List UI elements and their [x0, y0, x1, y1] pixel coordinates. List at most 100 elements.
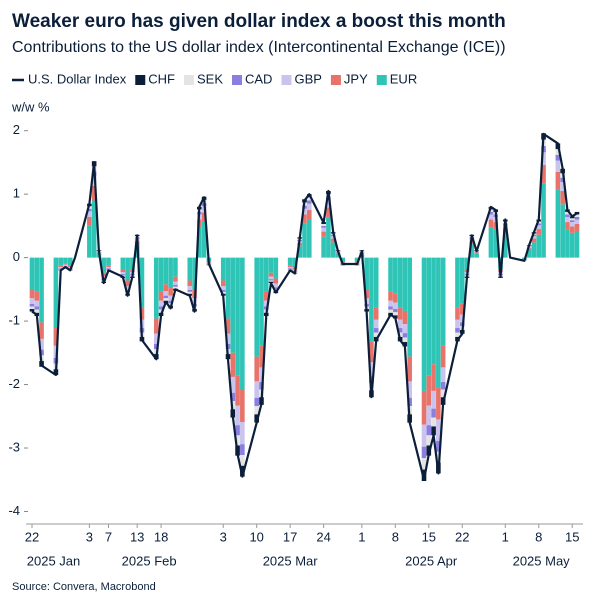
- bar-segment: [455, 328, 460, 333]
- bar-segment: [29, 306, 35, 310]
- bar-segment: [268, 257, 274, 273]
- bar-segment: [173, 281, 178, 285]
- bar-segment: [574, 230, 580, 258]
- bar-segment: [201, 212, 207, 222]
- x-tick-label: 1: [358, 529, 365, 544]
- bar-segment: [565, 214, 570, 218]
- bar-segment: [91, 185, 97, 201]
- bar-segment: [106, 267, 111, 269]
- bar-segment: [388, 309, 393, 313]
- bar-segment: [321, 225, 326, 228]
- bar-segment: [393, 302, 398, 310]
- bar-segment: [87, 208, 92, 212]
- bar-segment: [173, 276, 178, 282]
- bar-segment: [187, 286, 193, 290]
- bar-segment: [436, 441, 441, 452]
- bar-segment: [254, 406, 259, 415]
- bar-segment: [220, 291, 226, 294]
- bar-segment: [488, 209, 494, 212]
- bar-segment: [220, 286, 226, 290]
- bar-segment: [421, 390, 427, 425]
- bar-segment: [330, 236, 336, 239]
- bar-segment: [402, 333, 408, 338]
- x-tick-label: 22: [25, 529, 39, 544]
- bar-segment: [402, 337, 408, 343]
- bar-segment: [254, 381, 259, 398]
- bar-segment: [240, 421, 245, 445]
- bar-segment: [488, 227, 494, 258]
- bar-segment: [560, 190, 565, 205]
- bar-segment: [431, 364, 436, 391]
- legend-swatch: [232, 75, 242, 85]
- bar-segment: [58, 257, 63, 266]
- bar-segment: [393, 257, 398, 294]
- bar-segment: [536, 234, 542, 258]
- bar-segment: [431, 390, 436, 409]
- bar-segment: [421, 257, 427, 391]
- bar-segment: [259, 367, 264, 383]
- bar-segment: [106, 268, 111, 270]
- bar-segment: [330, 238, 336, 243]
- bar-segment: [168, 257, 173, 289]
- x-tick-label: 22: [455, 529, 469, 544]
- bar-segment: [464, 257, 470, 270]
- bar-segment: [407, 257, 412, 357]
- bar-segment: [455, 319, 460, 329]
- bar-segment: [168, 295, 173, 301]
- bar-segment: [254, 356, 259, 382]
- bar-segment: [455, 332, 460, 337]
- bar-segment: [536, 229, 542, 235]
- bar-segment: [235, 425, 240, 436]
- bar-segment: [187, 257, 193, 281]
- bar-segment: [426, 405, 432, 426]
- legend-label: CAD: [245, 71, 272, 86]
- bar-segment: [302, 214, 307, 224]
- bar-segment: [220, 257, 226, 281]
- bar-segment: [139, 307, 145, 320]
- bar-segment: [163, 291, 169, 296]
- bar-segment: [531, 242, 537, 258]
- bar-segment: [67, 265, 73, 268]
- bar-segment: [39, 257, 44, 323]
- bar-segment: [201, 221, 207, 258]
- bar-segment: [474, 252, 479, 254]
- bar-segment: [340, 257, 346, 262]
- bar-segment: [565, 222, 570, 230]
- bar-segment: [63, 257, 68, 264]
- bar-segment: [67, 257, 73, 266]
- bar-segment: [560, 177, 565, 183]
- x-tick-label: 10: [249, 529, 263, 544]
- y-axis-label: w/w %: [11, 99, 50, 114]
- bar-segment: [130, 257, 135, 270]
- bar-segment: [440, 345, 446, 368]
- bar-segment: [574, 223, 580, 231]
- bar-segment: [555, 171, 561, 190]
- bar-segment: [440, 382, 446, 390]
- x-tick-label: 18: [154, 529, 168, 544]
- bar-segment: [163, 257, 169, 285]
- bar-segment: [106, 257, 111, 266]
- bar-segment: [555, 154, 561, 161]
- bar-segment: [173, 257, 178, 277]
- bar-segment: [273, 257, 279, 279]
- bar-segment: [373, 319, 379, 329]
- legend-label: CHF: [148, 71, 175, 86]
- legend: U.S. Dollar Index CHF SEK CAD GBP JPY EUR: [12, 71, 417, 86]
- bar-segment: [120, 274, 126, 276]
- bar-segment: [187, 291, 193, 294]
- bar-segment: [393, 312, 398, 316]
- bar-segment: [560, 204, 565, 258]
- y-tick-label: -2: [8, 376, 20, 391]
- bar-segment: [574, 219, 580, 224]
- bar-segment: [369, 257, 374, 342]
- bar-segment: [488, 219, 494, 228]
- y-tick-label: 1: [13, 186, 20, 201]
- bar-segment: [63, 263, 68, 265]
- x-tick-label: 15: [422, 529, 436, 544]
- bar-segment: [560, 182, 565, 191]
- index-line: [31, 132, 578, 481]
- bar-segment: [168, 300, 173, 304]
- x-tick-label: 13: [130, 529, 144, 544]
- bar-segment: [39, 322, 44, 339]
- bar-segment: [235, 257, 240, 376]
